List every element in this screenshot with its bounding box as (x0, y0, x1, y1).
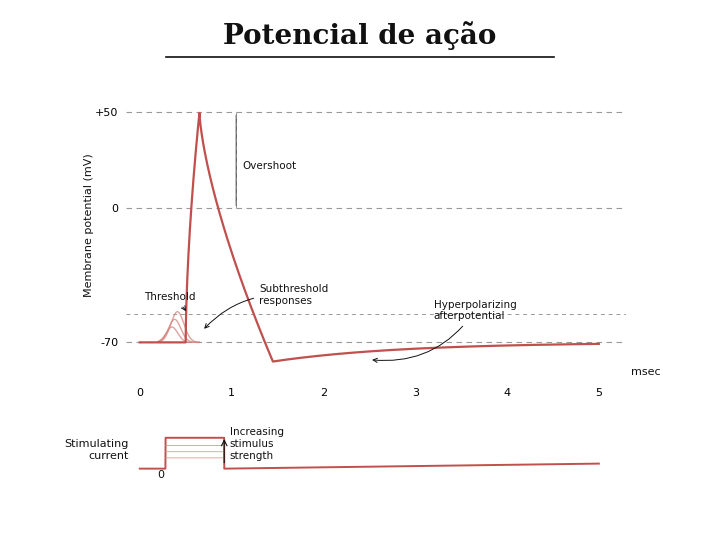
Text: Potencial de ação: Potencial de ação (223, 22, 497, 50)
Y-axis label: Membrane potential (mV): Membrane potential (mV) (84, 153, 94, 298)
Text: Overshoot: Overshoot (243, 161, 297, 171)
Text: Increasing
stimulus
strength: Increasing stimulus strength (230, 427, 284, 461)
Text: Stimulating
current: Stimulating current (64, 440, 129, 461)
Text: msec: msec (631, 367, 661, 377)
Text: Threshold: Threshold (145, 292, 196, 310)
Text: Subthreshold
responses: Subthreshold responses (205, 285, 328, 328)
Text: 0: 0 (158, 470, 165, 480)
Text: Hyperpolarizing
afterpotential: Hyperpolarizing afterpotential (373, 300, 516, 362)
